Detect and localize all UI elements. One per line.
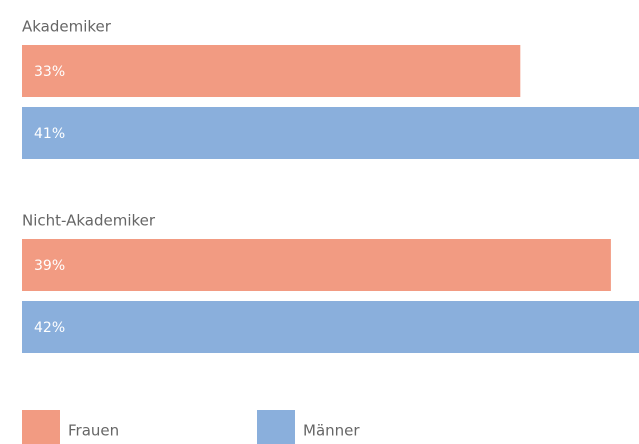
bar: [22, 239, 611, 291]
value-label: 41%: [34, 126, 65, 142]
value-label: 42%: [34, 320, 65, 336]
legend-swatch: [22, 410, 60, 444]
category-label: Nicht-Akademiker: [22, 212, 156, 230]
legend-swatch: [257, 410, 295, 444]
bar: [22, 301, 639, 353]
bar: [22, 107, 639, 159]
legend-label: Männer: [303, 422, 360, 440]
value-label: 33%: [34, 64, 65, 80]
category-label: Akademiker: [22, 18, 112, 36]
legend-label: Frauen: [68, 422, 119, 440]
bar: [22, 45, 521, 97]
value-label: 39%: [34, 258, 65, 274]
